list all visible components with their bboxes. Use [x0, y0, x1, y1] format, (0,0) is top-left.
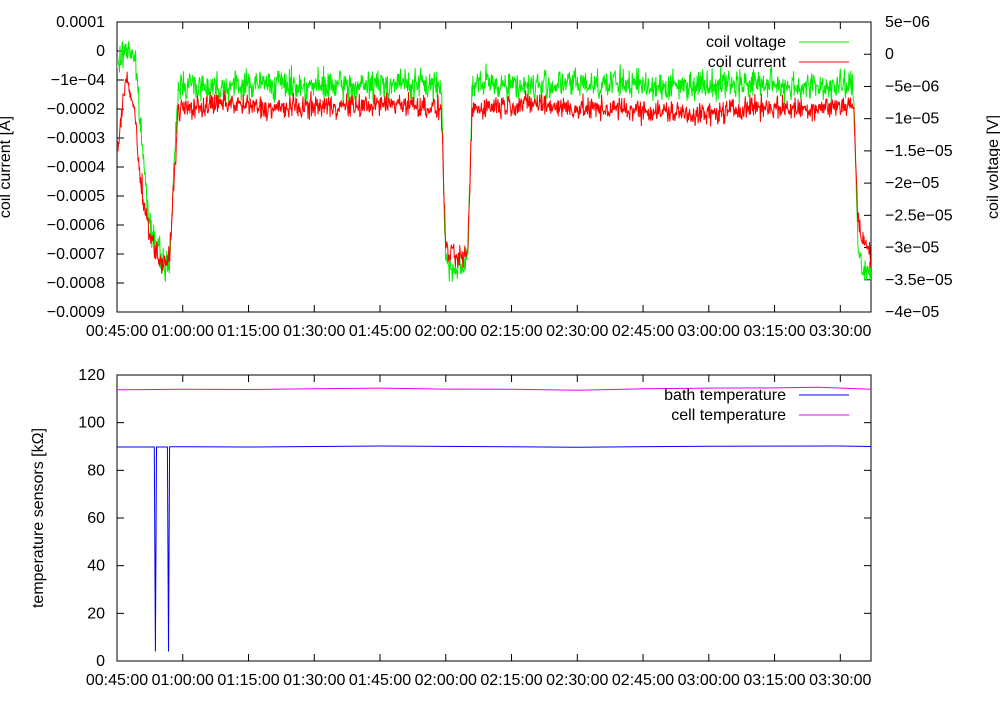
x-tick-label: 02:45:00 — [612, 323, 674, 340]
x-tick-label: 03:15:00 — [743, 323, 805, 340]
y-axis-label: temperature sensors [kΩ] — [30, 428, 47, 608]
x-tick-label: 01:15:00 — [217, 323, 279, 340]
y2-tick-label: −1.5e−05 — [885, 143, 953, 160]
x-tick-label: 02:15:00 — [480, 323, 542, 340]
y2-tick-label: −5e−06 — [885, 78, 939, 95]
y-tick-label: 0.0001 — [56, 14, 105, 31]
series-line-bath-temperature — [117, 445, 871, 652]
legend-label: cell temperature — [671, 407, 786, 424]
y2-tick-label: −3e−05 — [885, 240, 939, 257]
y-axis-label: coil current [A] — [0, 116, 14, 218]
series-line-cell-temperature — [117, 386, 871, 391]
x-tick-label: 03:30:00 — [809, 323, 871, 340]
y-tick-label: 20 — [87, 605, 105, 622]
x-tick-label: 02:30:00 — [546, 672, 608, 689]
y-tick-label: −0.0002 — [47, 101, 105, 118]
x-tick-label: 01:00:00 — [152, 323, 214, 340]
y2-tick-label: −2e−05 — [885, 175, 939, 192]
x-tick-label: 01:15:00 — [217, 672, 279, 689]
x-tick-label: 01:45:00 — [349, 323, 411, 340]
y2-tick-label: −2.5e−05 — [885, 207, 953, 224]
y2-tick-label: −1e−05 — [885, 111, 939, 128]
y-tick-label: 80 — [87, 462, 105, 479]
x-tick-label: 02:00:00 — [415, 672, 477, 689]
y-tick-label: 120 — [78, 367, 105, 384]
x-tick-label: 01:45:00 — [349, 672, 411, 689]
y-tick-label: −0.0008 — [47, 275, 105, 292]
y-tick-label: −0.0009 — [47, 304, 105, 321]
y-tick-label: −0.0004 — [47, 159, 105, 176]
legend-label: coil voltage — [706, 34, 786, 51]
series-line-coil-current — [117, 71, 871, 274]
chart-panel-2: 00:45:00 01:00:00 01:15:00 01:30:00 01:45:00… — [30, 367, 872, 689]
x-tick-label: 00:45:00 — [86, 672, 148, 689]
y-tick-label: 40 — [87, 558, 105, 575]
series-line-coil-voltage — [117, 41, 871, 282]
x-tick-label: 02:30:00 — [546, 323, 608, 340]
y-tick-label: 0 — [96, 653, 105, 670]
y2-tick-label: −4e−05 — [885, 304, 939, 321]
x-tick-label: 03:30:00 — [809, 672, 871, 689]
x-tick-label: 02:00:00 — [415, 323, 477, 340]
x-tick-label: 03:15:00 — [743, 672, 805, 689]
x-tick-label: 00:45:00 — [86, 323, 148, 340]
legend-label: coil current — [708, 54, 787, 71]
legend-label: bath temperature — [664, 387, 786, 404]
y-tick-label: −0.0005 — [47, 188, 105, 205]
chart-panel-1: 00:45:00 01:00:00 01:15:00 01:30:00 01:45:00… — [0, 14, 1000, 340]
y-tick-label: −0.0007 — [47, 246, 105, 263]
y-tick-label: 0 — [96, 43, 105, 60]
y2-tick-label: 0 — [885, 46, 894, 63]
x-tick-label: 03:00:00 — [678, 672, 740, 689]
x-tick-label: 01:30:00 — [283, 323, 345, 340]
x-tick-label: 01:30:00 — [283, 672, 345, 689]
y2-axis-label: coil voltage [V] — [985, 115, 1000, 219]
y2-tick-label: −3.5e−05 — [885, 272, 953, 289]
x-tick-label: 01:00:00 — [152, 672, 214, 689]
y-tick-label: −0.0006 — [47, 217, 105, 234]
y-tick-label: −0.0003 — [47, 130, 105, 147]
y-tick-label: −1e−04 — [51, 72, 105, 89]
y2-tick-label: 5e−06 — [885, 14, 930, 31]
y-tick-label: 60 — [87, 510, 105, 527]
y-tick-label: 100 — [78, 415, 105, 432]
x-tick-label: 02:45:00 — [612, 672, 674, 689]
x-tick-label: 02:15:00 — [480, 672, 542, 689]
x-tick-label: 03:00:00 — [678, 323, 740, 340]
